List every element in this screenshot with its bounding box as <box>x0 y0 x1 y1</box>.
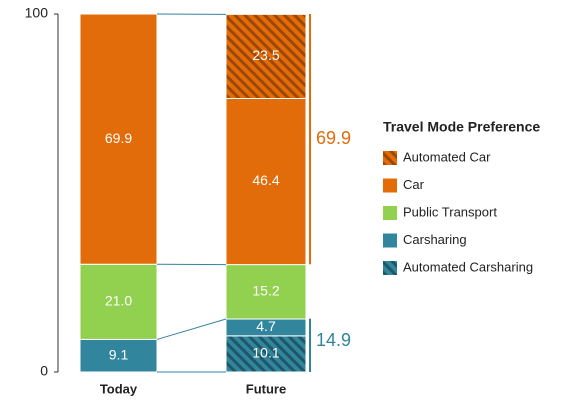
value-label: 9.1 <box>109 346 129 362</box>
legend-label: Carsharing <box>403 232 467 247</box>
y-tick-label: 0 <box>40 363 48 379</box>
connector <box>156 318 227 340</box>
value-label: 23.5 <box>252 47 279 63</box>
bar-segment <box>225 97 307 266</box>
legend-label: Automated Carsharing <box>403 259 533 274</box>
legend-label: Public Transport <box>403 204 497 219</box>
bar-segment <box>79 13 158 265</box>
legend-label: Car <box>403 177 425 192</box>
bracket-label: 69.9 <box>316 128 351 148</box>
x-tick-label: Future <box>246 381 286 396</box>
bar-segment <box>225 13 307 99</box>
bracket-label: 14.9 <box>316 330 351 350</box>
legend-swatch <box>383 178 397 193</box>
value-label: 69.9 <box>105 130 132 146</box>
value-label: 4.7 <box>256 318 276 334</box>
bar-segment <box>225 264 307 320</box>
value-label: 10.1 <box>252 345 279 361</box>
bar-segment <box>79 338 158 373</box>
legend-swatch <box>383 233 397 248</box>
legend-swatch <box>383 206 397 220</box>
legend-swatch <box>383 151 397 165</box>
legend-title: Travel Mode Preference <box>383 119 540 135</box>
value-label: 21.0 <box>105 293 132 309</box>
x-tick-label: Today <box>100 381 138 396</box>
bar-segment <box>225 335 307 373</box>
legend-swatch <box>383 261 397 275</box>
value-label: 46.4 <box>252 172 279 188</box>
y-tick-label: 100 <box>25 5 49 21</box>
value-label: 15.2 <box>252 283 279 299</box>
legend-label: Automated Car <box>403 149 491 164</box>
